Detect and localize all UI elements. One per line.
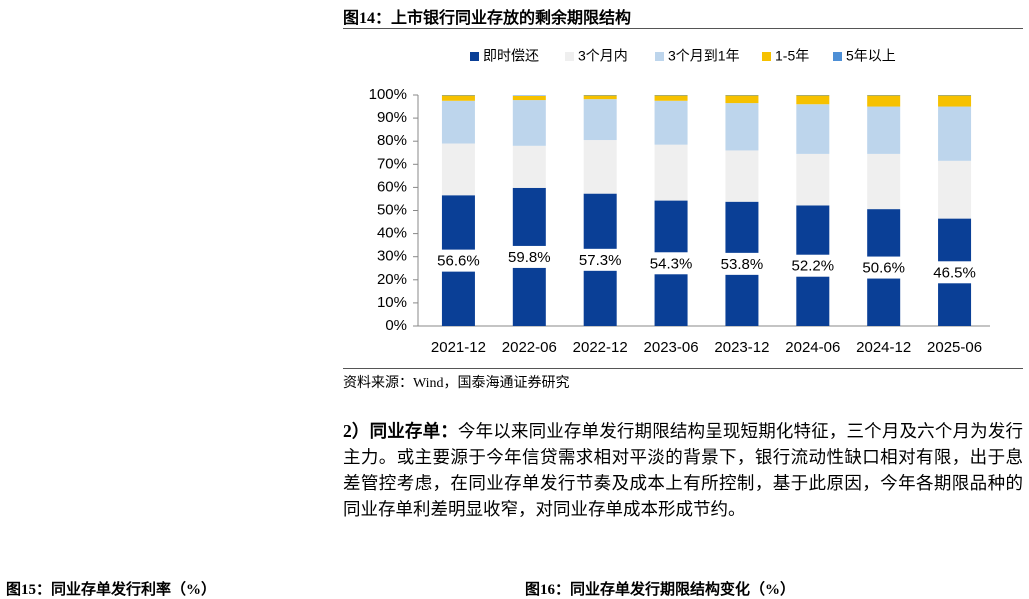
y-tick-label: 50%	[377, 201, 407, 218]
bar-segment	[655, 95, 688, 100]
bar-segment	[584, 140, 617, 194]
bar-segment	[938, 107, 971, 161]
bar-segment	[442, 144, 475, 196]
bar-segment	[655, 145, 688, 201]
data-label: 57.3%	[579, 252, 622, 269]
legend-swatch	[655, 52, 664, 61]
bar-segment	[655, 101, 688, 145]
y-tick-label: 40%	[377, 225, 407, 242]
y-tick-label: 0%	[385, 317, 407, 334]
legend-label: 5年以上	[846, 48, 896, 64]
bar-segment	[938, 161, 971, 219]
data-label: 46.5%	[933, 264, 976, 281]
x-tick-label: 2022-06	[502, 339, 557, 356]
bar-segment	[584, 95, 617, 99]
legend-swatch	[470, 52, 479, 61]
paragraph-lead: 2）同业存单：	[343, 421, 458, 441]
bar-segment	[513, 100, 546, 146]
bar-segment	[584, 99, 617, 140]
x-tick-label: 2022-12	[573, 339, 628, 356]
x-tick-label: 2021-12	[431, 339, 486, 356]
bar-segment	[796, 154, 829, 206]
bar-segment	[442, 95, 475, 100]
bar-segment	[513, 96, 546, 100]
figure-caption: 图16：同业存单发行期限结构变化（%）	[525, 578, 795, 599]
x-tick-label: 2024-06	[785, 339, 840, 356]
y-tick-label: 20%	[377, 271, 407, 288]
data-label: 54.3%	[650, 255, 693, 272]
y-tick-label: 70%	[377, 155, 407, 172]
y-tick-label: 10%	[377, 294, 407, 311]
x-tick-label: 2024-12	[856, 339, 911, 356]
legend-swatch	[762, 52, 771, 61]
x-tick-label: 2025-06	[927, 339, 982, 356]
legend-swatch	[833, 52, 842, 61]
data-label: 56.6%	[437, 253, 480, 270]
legend-swatch	[565, 52, 574, 61]
bar-segment	[725, 150, 758, 201]
y-tick-label: 80%	[377, 132, 407, 149]
data-label: 50.6%	[862, 260, 905, 277]
bar-segment	[513, 146, 546, 188]
bar-segment	[867, 95, 900, 106]
source-note: 资料来源：Wind，国泰海通证券研究	[343, 372, 570, 392]
paragraph: 2）同业存单：今年以来同业存单发行期限结构呈现短期化特征，三个月及六个月为发行主…	[343, 418, 1023, 522]
y-tick-label: 60%	[377, 178, 407, 195]
bar-segment	[867, 154, 900, 209]
bar-segment	[725, 95, 758, 103]
bar-segment	[796, 95, 829, 104]
data-label: 53.8%	[721, 256, 764, 273]
figure-caption: 图15：同业存单发行利率（%）	[6, 578, 216, 599]
y-tick-label: 100%	[369, 86, 407, 103]
x-tick-label: 2023-12	[714, 339, 769, 356]
bar-segment	[442, 101, 475, 144]
x-tick-label: 2023-06	[644, 339, 699, 356]
bar-segment	[938, 95, 971, 106]
data-label: 59.8%	[508, 249, 551, 266]
legend-label: 3个月到1年	[668, 48, 740, 64]
data-label: 52.2%	[792, 258, 835, 275]
bar-segment	[867, 107, 900, 154]
y-tick-label: 90%	[377, 109, 407, 126]
legend-label: 3个月内	[578, 48, 628, 64]
legend-label: 即时偿还	[483, 48, 539, 64]
bar-segment	[725, 103, 758, 150]
chart: 0% 10% 20% 30% 40% 50% 60% 70% 80% 90% 100% 即时偿还 3个月…	[0, 0, 1029, 370]
bar-segment	[796, 104, 829, 154]
legend-label: 1-5年	[775, 48, 809, 64]
rule	[343, 368, 1023, 369]
y-tick-label: 30%	[377, 248, 407, 265]
